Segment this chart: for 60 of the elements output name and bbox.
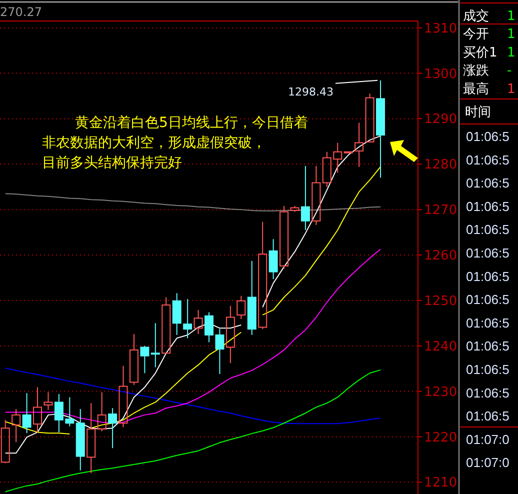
candlestick [247, 260, 256, 336]
candlestick [44, 392, 53, 410]
text: 01:07:0 [466, 432, 510, 447]
candlestick [129, 334, 138, 386]
text: 1 [507, 82, 516, 97]
y-tick-label: 1230 [424, 384, 458, 400]
y-tick-label: 1250 [424, 294, 458, 309]
candlestick [76, 408, 85, 471]
text: 01:06:5 [466, 315, 510, 330]
text: 01:07:0 [466, 455, 510, 470]
text: 买价1 [463, 45, 498, 60]
y-tick-label: 1310 [424, 21, 458, 36]
text: 01:06:5 [466, 152, 510, 168]
text: 1 [507, 9, 516, 24]
text: 成交 [463, 8, 489, 24]
candlestick [183, 298, 192, 339]
text: 时间 [465, 105, 491, 120]
y-tick-label: 1240 [424, 339, 458, 354]
text: 01:06:5 [466, 222, 510, 238]
candlestick [33, 386, 42, 434]
y-tick-label: 1210 [424, 476, 458, 491]
y-tick-label: 1270 [424, 203, 458, 218]
text: 今开 [463, 27, 489, 42]
candlestick [22, 392, 32, 434]
candlestick [268, 238, 278, 280]
candlestick [194, 309, 203, 335]
text: 01:06:5 [466, 176, 510, 191]
candlestick [354, 122, 364, 168]
candlestick [376, 80, 385, 178]
text: 270.27 [0, 5, 42, 19]
candlestick [86, 402, 96, 474]
text: 01:06:5 [466, 198, 510, 214]
candlestick [226, 305, 235, 364]
candlestick [150, 322, 160, 368]
candlestick [108, 408, 118, 449]
text: 01:06:5 [466, 385, 510, 400]
candlestick [12, 408, 21, 443]
text: 01:06:5 [466, 129, 510, 144]
annotation: 黄金沿着白色5日均线上行，今日借着非农数据的大利空，形成虚假突破，目前多头结构保持完好 [42, 115, 308, 171]
candlestick [300, 165, 310, 231]
text: - [507, 64, 512, 79]
y-tick-label: 1220 [424, 430, 458, 446]
candlestick [172, 292, 182, 336]
text: 最高 [463, 80, 489, 97]
y-tick-label: 1280 [424, 158, 458, 173]
text: 01:06:5 [466, 338, 510, 354]
y-tick-label: 1260 [424, 248, 458, 264]
annotation: 1298.43 [288, 85, 334, 98]
text: 1 [507, 45, 516, 60]
y-tick-label: 1300 [424, 66, 458, 82]
text: 01:06:5 [466, 268, 510, 284]
text: 1 [507, 27, 516, 42]
line-series [4, 369, 381, 492]
text: 01:06:5 [466, 408, 510, 424]
text: 01:06:5 [466, 292, 510, 308]
text: 01:06:5 [466, 246, 510, 260]
text: 01:06:5 [466, 362, 510, 377]
y-tick-label: 1290 [424, 112, 458, 128]
line-series [4, 368, 381, 424]
text: 涨跌 [463, 64, 489, 79]
